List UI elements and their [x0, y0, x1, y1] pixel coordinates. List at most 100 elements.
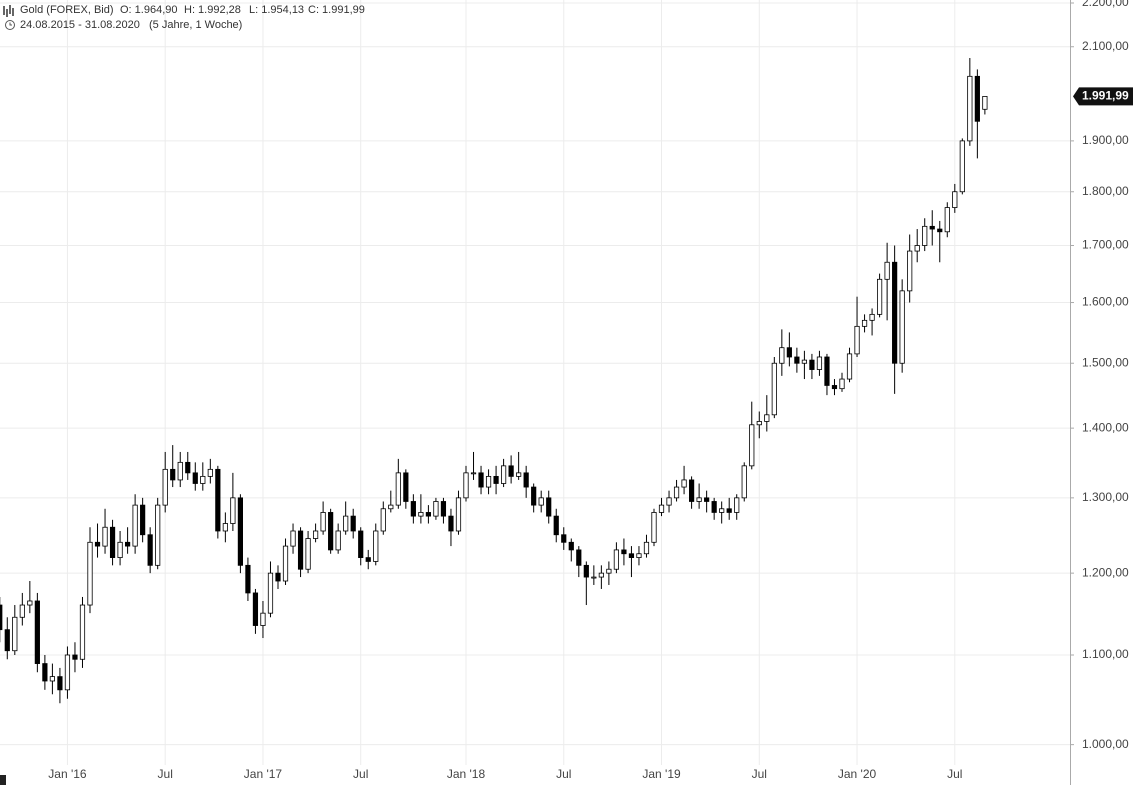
y-tick-label: 1.700,00: [1082, 238, 1129, 252]
candle-body: [734, 497, 740, 513]
candle-body: [801, 359, 808, 364]
y-tick-label: 1.600,00: [1082, 295, 1129, 309]
candle-body: [485, 475, 492, 488]
candle-body: [786, 347, 792, 358]
candle-body: [831, 385, 838, 390]
candle-body: [561, 534, 567, 543]
candle-body: [410, 501, 416, 517]
candle-body: [448, 515, 454, 532]
candle-body: [388, 504, 394, 510]
candle-body: [0, 604, 3, 631]
ohlc-open: O: 1.964,90: [120, 4, 178, 16]
candle-body: [425, 512, 432, 517]
candle-body: [79, 604, 86, 660]
candle-body: [297, 530, 304, 570]
y-tick-label: 1.000,00: [1082, 737, 1129, 751]
candle-body: [403, 472, 409, 502]
ohlc-high: H: 1.992,28: [184, 4, 241, 16]
candle-body: [49, 676, 56, 682]
candle-body: [696, 497, 702, 502]
candle-body: [358, 530, 364, 558]
candle-body: [185, 461, 191, 474]
candle-body: [636, 553, 642, 558]
candle-body: [42, 663, 48, 682]
candle-body: [779, 347, 785, 364]
candle-body: [598, 572, 604, 578]
candle-body: [275, 572, 281, 582]
candle-body: [952, 191, 958, 208]
candle-body: [200, 475, 206, 484]
candle-body: [719, 508, 725, 513]
candle-body: [651, 512, 657, 543]
candle-body: [621, 549, 627, 555]
candle-body: [4, 629, 10, 652]
candle-body: [395, 472, 401, 506]
candle-body: [237, 497, 243, 566]
candle-body: [553, 515, 559, 536]
candle-body: [922, 225, 928, 246]
candle-body: [531, 486, 537, 506]
candle-body: [892, 261, 898, 364]
chart-icon: [3, 5, 14, 17]
candle-body: [222, 523, 228, 532]
date-range: 24.08.2015 - 31.08.2020: [20, 19, 140, 31]
candle-body: [87, 541, 93, 606]
corner-marker: [0, 775, 6, 785]
candle-body: [673, 486, 680, 499]
candle-body: [764, 414, 770, 422]
candle-body: [628, 553, 635, 558]
candle-body: [658, 504, 665, 513]
y-tick-label: 1.900,00: [1082, 133, 1129, 147]
candle-body: [215, 468, 221, 532]
candle-body: [125, 541, 131, 547]
candle-body: [613, 549, 620, 570]
candle-body: [260, 612, 266, 626]
candle-body: [726, 508, 732, 513]
candle-body: [34, 600, 40, 664]
candle-body: [516, 472, 522, 477]
candle-body: [591, 576, 597, 579]
period: (5 Jahre, 1 Woche): [149, 19, 242, 31]
candle-body: [19, 604, 25, 618]
x-tick-label: Jan '19: [642, 767, 681, 781]
candle-body: [681, 479, 687, 488]
candle-body: [207, 468, 213, 477]
candle-body: [771, 362, 777, 416]
candle-body: [245, 564, 251, 594]
candle-body: [689, 479, 695, 502]
candle-body: [440, 501, 447, 517]
candle-body: [914, 245, 920, 252]
candle-body: [177, 461, 183, 481]
candle-body: [884, 261, 890, 280]
candle-body: [147, 534, 153, 566]
candle-body: [27, 600, 33, 606]
candle-body: [140, 504, 146, 536]
candle-body: [756, 421, 762, 426]
axis-labels: 1.000,00 1.100,00 1.200,00 1.300,00 1.400,00…: [48, 0, 1133, 781]
ohlc-low: L: 1.954,13: [249, 4, 304, 16]
y-tick-label: 1.200,00: [1082, 565, 1129, 579]
candle-body: [583, 564, 589, 578]
candle-body: [493, 475, 499, 484]
candle-body: [907, 250, 913, 292]
candle-body: [335, 530, 341, 551]
candle-body: [312, 530, 319, 539]
candle-body: [109, 526, 116, 558]
candle-body: [57, 676, 63, 691]
candle-body: [463, 472, 469, 499]
candle-body: [974, 75, 980, 122]
candle-body: [170, 468, 176, 481]
candle-body: [704, 497, 710, 502]
candle-body: [523, 472, 529, 488]
candle-body: [967, 75, 973, 142]
candle-body: [282, 545, 289, 582]
grid: [0, 0, 1070, 765]
candle-body: [899, 290, 905, 364]
chart-title: Gold (FOREX, Bid): [20, 4, 114, 16]
candle-body: [230, 497, 236, 524]
clock-hands: [9, 22, 12, 26]
candle-body: [944, 207, 950, 233]
candle-body: [102, 526, 108, 547]
candle-body: [937, 228, 943, 233]
